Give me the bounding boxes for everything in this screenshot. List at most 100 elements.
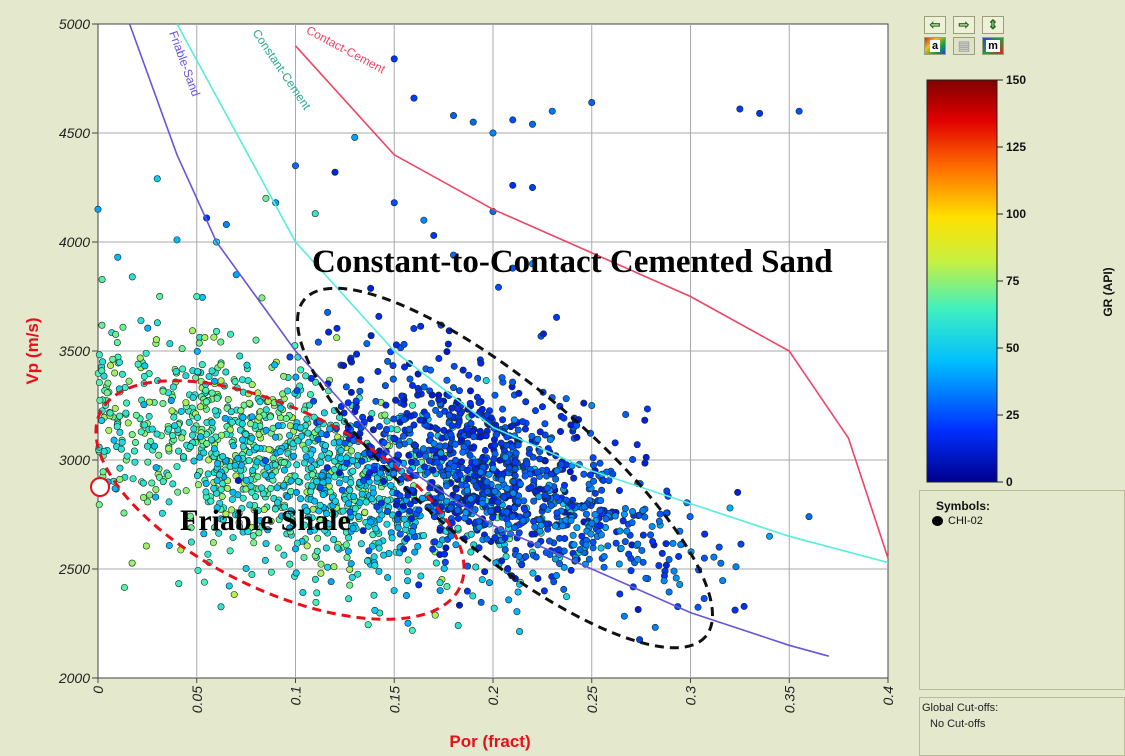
- data-point: [726, 504, 734, 512]
- data-point: [642, 574, 650, 582]
- data-point: [443, 348, 451, 356]
- data-point: [495, 283, 503, 291]
- data-point: [140, 372, 148, 380]
- data-point: [543, 484, 551, 492]
- data-point: [303, 415, 311, 423]
- y-tick-label: 5000: [59, 16, 90, 32]
- data-point: [140, 401, 148, 409]
- data-point: [273, 484, 281, 492]
- arrow-right-button[interactable]: ⇨: [953, 16, 975, 34]
- color-scale-a-button[interactable]: a: [924, 37, 946, 55]
- data-point: [299, 588, 307, 596]
- data-point: [145, 412, 153, 420]
- data-point: [449, 251, 457, 259]
- data-point: [213, 327, 221, 335]
- data-point: [144, 498, 152, 506]
- data-point: [440, 472, 448, 480]
- data-point: [643, 405, 651, 413]
- data-point: [616, 527, 624, 535]
- data-point: [316, 516, 324, 524]
- data-point: [182, 372, 190, 380]
- data-point: [339, 507, 347, 515]
- data-point: [239, 413, 247, 421]
- data-point: [287, 477, 295, 485]
- color-scale-s-button[interactable]: ▤: [953, 37, 975, 55]
- data-point: [573, 433, 581, 441]
- data-point: [175, 447, 183, 455]
- data-point: [420, 532, 428, 540]
- selection-marker[interactable]: [90, 477, 110, 497]
- data-point: [228, 418, 236, 426]
- data-point: [546, 435, 554, 443]
- data-point: [710, 553, 718, 561]
- data-point: [228, 495, 236, 503]
- data-point: [553, 571, 561, 579]
- data-point: [153, 430, 161, 438]
- data-point: [106, 409, 114, 417]
- data-point: [190, 425, 198, 433]
- annotation-cemented-sand: Constant-to-Contact Cemented Sand: [312, 244, 833, 280]
- data-point: [333, 544, 341, 552]
- data-point: [519, 517, 527, 525]
- data-point: [512, 449, 520, 457]
- data-point: [239, 442, 247, 450]
- data-point: [501, 546, 509, 554]
- data-point: [286, 431, 294, 439]
- data-point: [111, 369, 119, 377]
- data-point: [141, 362, 149, 370]
- data-point: [540, 587, 548, 595]
- data-point: [580, 503, 588, 511]
- cemented-sand-ellipse: [295, 286, 715, 650]
- data-point: [111, 404, 119, 412]
- data-point: [672, 574, 680, 582]
- data-point: [540, 503, 548, 511]
- data-point: [390, 415, 398, 423]
- side-panel: ⇦ ⇨ ⇕ a ▤ m 150 125 100 75: [915, 0, 1125, 756]
- data-point: [551, 522, 559, 530]
- data-point: [159, 387, 167, 395]
- data-point: [472, 482, 480, 490]
- data-point: [391, 435, 399, 443]
- data-point: [348, 573, 356, 581]
- data-point: [467, 420, 475, 428]
- data-point: [648, 522, 656, 530]
- data-point: [467, 387, 475, 395]
- arrow-updown-button[interactable]: ⇕: [982, 16, 1004, 34]
- data-point: [509, 513, 517, 521]
- data-point: [530, 497, 538, 505]
- data-point: [474, 374, 482, 382]
- data-point: [331, 168, 339, 176]
- data-point: [210, 333, 218, 341]
- data-point: [350, 493, 358, 501]
- data-point: [266, 413, 274, 421]
- data-point: [116, 475, 124, 483]
- data-point: [300, 553, 308, 561]
- data-point: [282, 415, 290, 423]
- data-point: [547, 502, 555, 510]
- data-point: [522, 398, 530, 406]
- data-point: [141, 421, 149, 429]
- data-point: [528, 184, 536, 192]
- data-point: [284, 387, 292, 395]
- data-point: [254, 473, 262, 481]
- data-point: [276, 448, 284, 456]
- data-point: [200, 449, 208, 457]
- data-point: [532, 553, 540, 561]
- data-point: [715, 543, 723, 551]
- data-point: [117, 445, 125, 453]
- arrow-left-button[interactable]: ⇦: [924, 16, 946, 34]
- color-scale-m-button[interactable]: m: [982, 37, 1004, 55]
- data-point: [201, 334, 209, 342]
- data-point: [536, 428, 544, 436]
- data-point: [298, 432, 306, 440]
- data-point: [390, 587, 398, 595]
- data-point: [560, 414, 568, 422]
- data-point: [312, 378, 320, 386]
- data-point: [283, 493, 291, 501]
- data-point: [447, 504, 455, 512]
- data-point: [566, 468, 574, 476]
- data-point: [425, 457, 433, 465]
- data-point: [409, 528, 417, 536]
- data-point: [204, 470, 212, 478]
- legend-item[interactable]: CHI-02: [932, 515, 983, 527]
